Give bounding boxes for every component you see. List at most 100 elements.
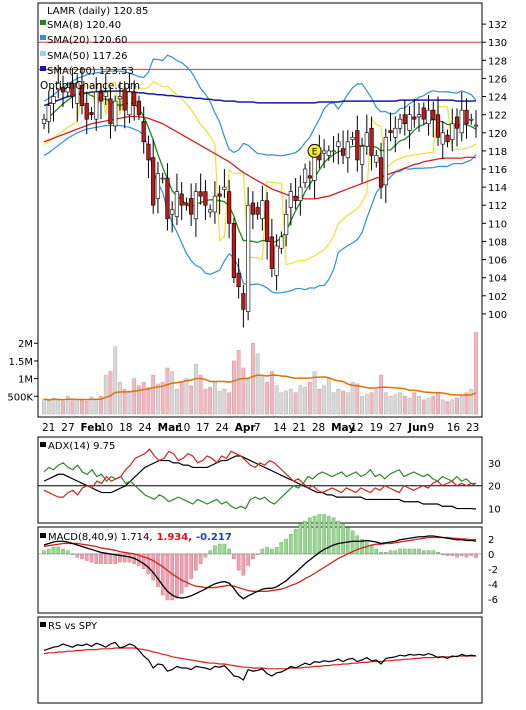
volume-bar: [46, 400, 51, 415]
volume-tick-label: 1.5M: [8, 357, 33, 368]
candle-body: [326, 150, 331, 156]
macd-histogram-bar: [289, 533, 293, 555]
date-tick-label: 17: [196, 422, 209, 434]
macd-histogram-bar: [402, 548, 407, 555]
candle-body: [56, 82, 61, 91]
volume-bar: [156, 383, 160, 415]
macd-label-hist: -0.217: [196, 532, 232, 543]
price-tick-label: 104: [488, 274, 507, 285]
macd-histogram-bar: [51, 547, 56, 555]
macd-histogram-bar: [341, 524, 345, 555]
candle-body: [388, 130, 393, 134]
volume-bar: [440, 399, 445, 415]
volume-bar: [246, 378, 251, 415]
macd-histogram-bar: [122, 553, 127, 563]
volume-bar: [450, 399, 455, 415]
volume-bar: [355, 383, 360, 415]
volume-bar: [331, 392, 336, 415]
volume-bar: [374, 388, 379, 415]
volume-tick-label: 2M: [18, 339, 33, 350]
macd-tick-label: -4: [488, 580, 498, 591]
candle-body: [184, 202, 189, 206]
candle-body: [359, 146, 365, 165]
candle-body: [445, 134, 450, 143]
watermark-label: OptionChance.com: [40, 80, 140, 92]
price-gridlines: [38, 41, 482, 70]
price-axis-ticks: 100 102 104 106 108 110 112 114 116 118 120 122 124 1…: [482, 20, 507, 321]
adx-swatch: [40, 442, 46, 447]
macd-histogram-bar: [198, 553, 203, 564]
macd-histogram-bar: [42, 550, 46, 555]
adx-series-line-2: [43, 448, 476, 498]
macd-histogram-bar: [65, 550, 70, 555]
candle-body: [170, 209, 175, 215]
macd-histogram-bar: [317, 514, 322, 555]
macd-histogram-bar: [146, 553, 151, 574]
bollinger-inner: [43, 80, 477, 266]
macd-histogram-bar: [94, 553, 99, 564]
volume-bar: [436, 392, 440, 415]
macd-line: [43, 535, 477, 600]
volume-bar: [122, 388, 127, 415]
candle-body: [241, 293, 246, 310]
volume-tick-label: 1M: [18, 375, 33, 386]
candle-body: [60, 87, 66, 93]
macd-histogram-bar: [431, 550, 436, 555]
macd-histogram-bar: [279, 542, 284, 555]
macd-histogram-bar: [222, 543, 227, 555]
candle-body: [265, 200, 270, 242]
candle-body: [473, 124, 479, 127]
candle-body: [217, 193, 222, 197]
candle-body: [198, 191, 203, 197]
volume-bar: [65, 396, 70, 415]
volume-bar: [459, 396, 464, 415]
price-tick-label: 106: [488, 256, 507, 267]
price-tick-label: 132: [488, 20, 507, 31]
volume-bar: [284, 390, 289, 415]
candle-body: [94, 91, 99, 120]
candle-body: [203, 191, 208, 206]
macd-histogram-bar: [99, 553, 103, 564]
volume-bar: [255, 353, 260, 415]
date-tick-label: 27: [389, 422, 402, 434]
macd-histogram-bar: [56, 547, 61, 555]
price-tick-label: 130: [488, 38, 507, 49]
volume-bar: [189, 385, 194, 415]
volume-bar: [336, 388, 341, 415]
macd-histogram-bar: [464, 553, 469, 558]
macd-histogram-bar: [194, 553, 198, 571]
candle-body: [136, 100, 142, 115]
volume-bar: [341, 390, 345, 415]
adx-series-line-0: [43, 455, 477, 510]
candle-body: [146, 143, 151, 161]
candle-body: [350, 137, 355, 140]
volume-bar: [208, 387, 213, 415]
volume-bar: [179, 381, 184, 415]
volume-bar: [298, 385, 303, 415]
volume-bar: [141, 381, 146, 415]
date-tick-label: Mar: [158, 422, 182, 434]
candle-body: [302, 168, 308, 183]
candle-body: [51, 96, 56, 104]
volume-bar: [99, 396, 103, 415]
macd-histogram-bar: [251, 553, 255, 560]
volume-bar: [288, 388, 293, 415]
candle-body: [369, 127, 374, 156]
volume-bar: [417, 396, 421, 415]
volume-bar: [84, 401, 89, 415]
candle-body: [288, 191, 293, 208]
candle-body: [246, 204, 251, 312]
volume-bar: [317, 388, 322, 415]
macd-label: MACD(8,40,9) 1.714, 1.934, -0.217: [48, 532, 232, 543]
candle-body: [269, 236, 274, 269]
date-tick-label: 28: [312, 422, 325, 434]
macd-histogram-bar: [426, 550, 431, 555]
candle-body: [393, 127, 398, 138]
macd-histogram-bar: [217, 543, 222, 555]
date-tick-label: 21: [42, 422, 55, 434]
candlesticks: [41, 64, 479, 328]
volume-bars: [42, 332, 478, 415]
candle-body: [179, 193, 184, 206]
volume-bar: [231, 360, 236, 415]
